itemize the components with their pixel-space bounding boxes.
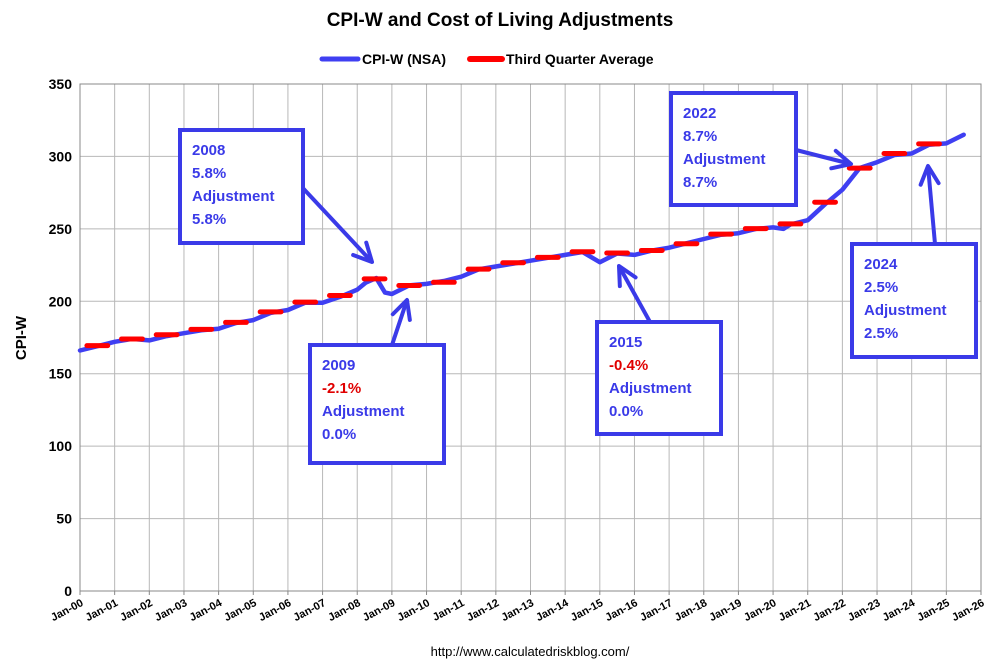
x-tick-label: Jan-18 xyxy=(673,597,709,624)
annotation-box xyxy=(595,320,723,436)
x-tick-label: Jan-10 xyxy=(396,597,432,624)
x-tick-label: Jan-26 xyxy=(950,597,986,624)
annotation-callout: 2024 2.5% Adjustment 2.5% xyxy=(850,164,978,359)
x-tick-label: Jan-08 xyxy=(326,597,362,624)
annotation-box xyxy=(850,242,978,359)
annotation-text: Adjustment xyxy=(683,151,766,168)
x-tick-label: Jan-07 xyxy=(292,597,328,624)
annotation-text: 8.7% xyxy=(683,128,717,145)
y-tick-label: 0 xyxy=(64,583,72,599)
annotation-text: -0.4% xyxy=(609,357,648,374)
annotation-text: 5.8% xyxy=(192,211,226,228)
x-tick-label: Jan-22 xyxy=(811,597,847,624)
annotation-text: 2022 xyxy=(683,105,716,122)
annotation-arrowhead xyxy=(918,164,941,187)
annotation-text: 0.0% xyxy=(322,426,356,443)
annotation-callout: 2008 5.8% Adjustment 5.8% xyxy=(178,128,374,264)
annotation-box xyxy=(178,128,305,245)
x-tick-label: Jan-00 xyxy=(49,597,85,624)
annotation-text: 0.0% xyxy=(609,403,643,420)
x-tick-label: Jan-11 xyxy=(431,597,467,624)
x-tick-label: Jan-16 xyxy=(603,597,639,624)
y-tick-label: 300 xyxy=(49,148,73,164)
annotation-text: Adjustment xyxy=(192,188,275,205)
x-tick-label: Jan-12 xyxy=(465,597,501,624)
legend: CPI-W (NSA) Third Quarter Average xyxy=(319,51,654,67)
annotation-arrowhead xyxy=(829,148,853,171)
annotations-layer: 2008 5.8% Adjustment 5.8% 2009 -2.1% Adjustmen… xyxy=(178,91,978,465)
x-tick-label: Jan-04 xyxy=(188,597,225,624)
legend-label-q3-average: Third Quarter Average xyxy=(506,51,654,67)
annotation-text: 2024 xyxy=(864,256,898,273)
x-tick-label: Jan-13 xyxy=(499,597,535,624)
source-url: http://www.calculatedriskblog.com/ xyxy=(431,644,630,659)
annotation-text: 5.8% xyxy=(192,165,226,182)
x-tick-label: Jan-17 xyxy=(638,597,674,624)
annotation-arrow xyxy=(390,299,409,346)
y-tick-label: 200 xyxy=(49,293,73,309)
x-tick-label: Jan-09 xyxy=(361,597,397,624)
legend-label-cpi: CPI-W (NSA) xyxy=(362,51,446,67)
x-tick-label: Jan-21 xyxy=(777,597,813,624)
annotation-text: 2008 xyxy=(192,142,225,159)
series-layer xyxy=(77,132,966,353)
x-tick-label: Jan-02 xyxy=(118,597,154,624)
x-tick-label: Jan-15 xyxy=(569,597,605,624)
annotation-text: 2.5% xyxy=(864,325,898,342)
annotation-text: Adjustment xyxy=(864,302,947,319)
chart-title: CPI-W and Cost of Living Adjustments xyxy=(327,10,674,31)
annotation-text: 2009 xyxy=(322,357,355,374)
annotation-text: -2.1% xyxy=(322,380,361,397)
x-tick-label: Jan-05 xyxy=(222,597,258,624)
annotation-text: Adjustment xyxy=(609,380,692,397)
x-tick-label: Jan-06 xyxy=(257,597,293,624)
gridlines xyxy=(79,83,982,592)
annotation-arrow xyxy=(926,165,937,245)
plot-area xyxy=(79,83,982,592)
annotation-arrowhead xyxy=(390,298,412,322)
y-tick-label: 250 xyxy=(49,221,73,237)
annotation-arrowhead xyxy=(351,240,374,264)
y-tick-label: 50 xyxy=(56,511,72,527)
x-tick-label: Jan-14 xyxy=(534,597,571,624)
y-axis-label: CPI-W xyxy=(13,315,30,360)
annotation-box xyxy=(308,343,446,465)
annotation-callout: 2009 -2.1% Adjustment 0.0% xyxy=(308,298,446,465)
annotation-text: Adjustment xyxy=(322,403,405,420)
x-tick-label: Jan-19 xyxy=(707,597,743,624)
annotation-callout: 2022 8.7% Adjustment 8.7% xyxy=(669,91,853,207)
annotation-text: 8.7% xyxy=(683,174,717,191)
annotation-text: 2.5% xyxy=(864,279,898,296)
x-tick-label: Jan-25 xyxy=(915,597,951,624)
annotation-text: 2015 xyxy=(609,334,642,351)
annotation-callout: 2015 -0.4% Adjustment 0.0% xyxy=(595,264,723,436)
y-tick-label: 100 xyxy=(49,438,73,454)
y-tick-label: 150 xyxy=(49,366,73,382)
x-tick-label: Jan-01 xyxy=(84,597,120,624)
x-tick-label: Jan-20 xyxy=(742,597,778,624)
annotation-box xyxy=(669,91,798,207)
annotation-arrowhead xyxy=(617,264,638,289)
x-axis-ticks: Jan-00Jan-01Jan-02Jan-03Jan-04Jan-05Jan-… xyxy=(49,591,986,624)
y-axis-ticks: 0 50 100 150 200 250 300 350 xyxy=(49,76,73,599)
annotation-arrow xyxy=(795,148,852,166)
y-tick-label: 350 xyxy=(49,76,73,92)
x-tick-label: Jan-24 xyxy=(881,597,918,624)
annotation-arrow xyxy=(298,183,374,264)
x-tick-label: Jan-03 xyxy=(153,597,189,624)
x-tick-label: Jan-23 xyxy=(846,597,882,624)
annotation-arrow xyxy=(617,265,652,323)
